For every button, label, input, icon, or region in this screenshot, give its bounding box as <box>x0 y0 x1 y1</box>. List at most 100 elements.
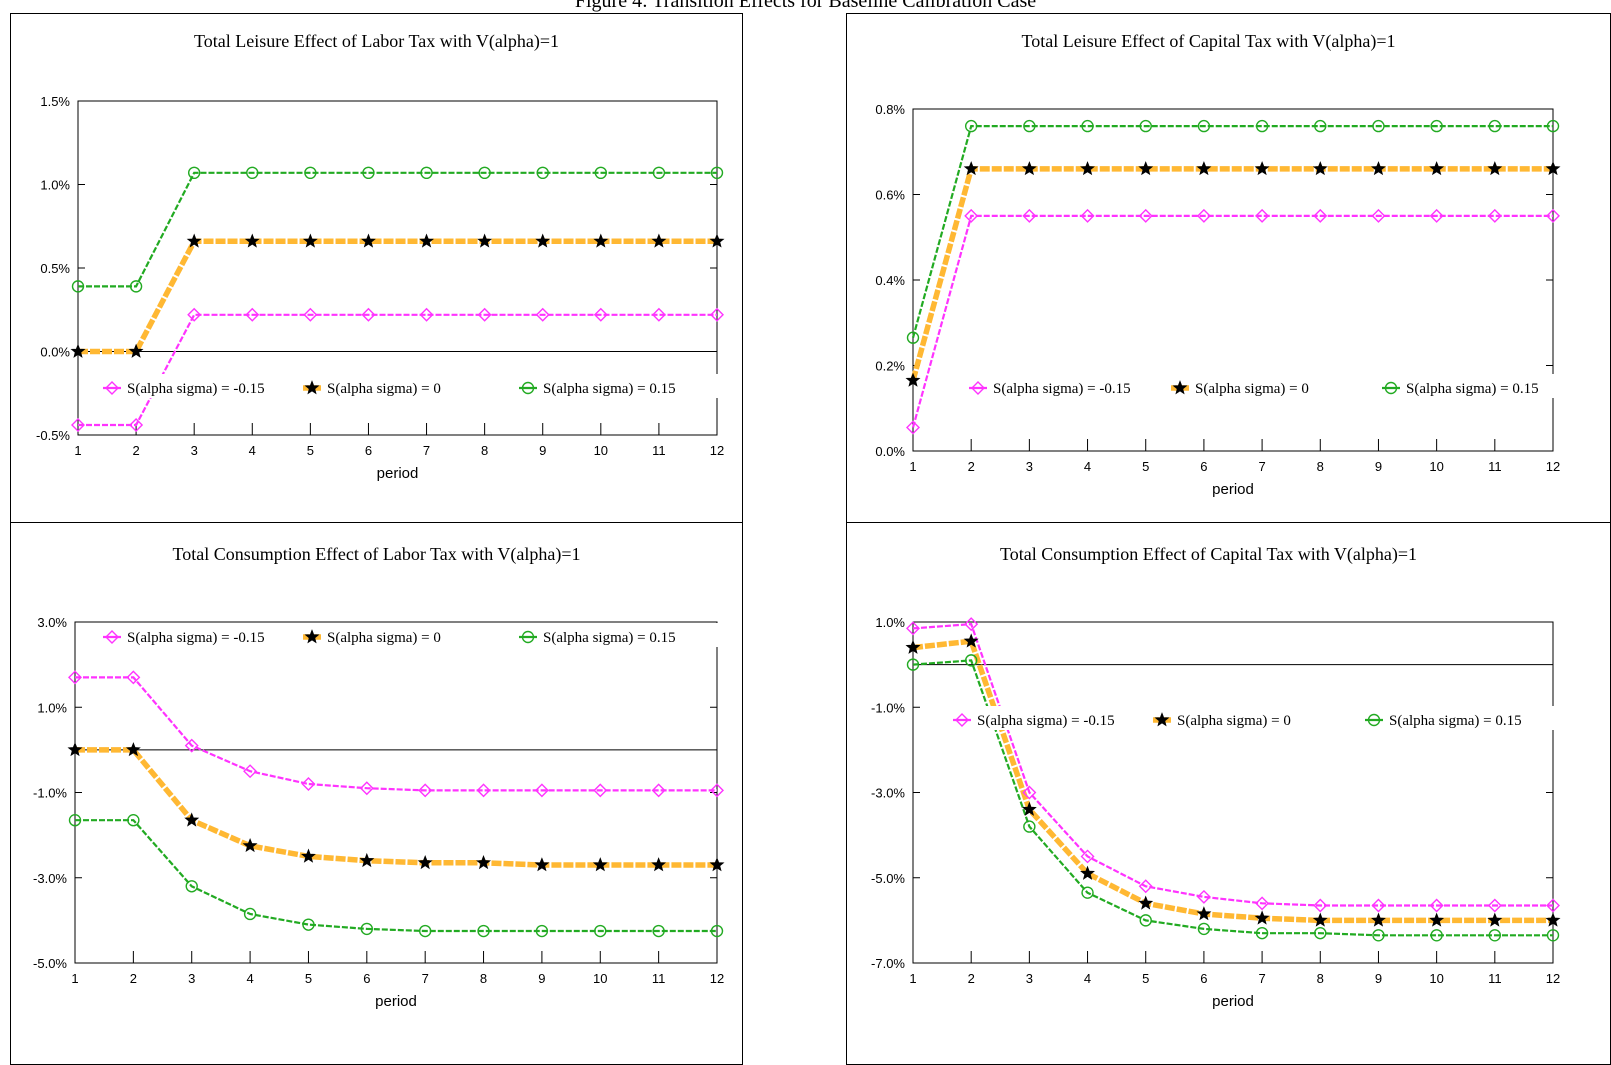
data-point <box>126 670 141 685</box>
x-tick-label: 7 <box>1258 971 1265 986</box>
chart-panel-capital-leisure: Total Leisure Effect of Capital Tax with… <box>846 13 1611 523</box>
chart-title: Total Consumption Effect of Capital Tax … <box>1000 544 1417 565</box>
legend-marker <box>1384 381 1398 395</box>
legend-item-zero: S(alpha sigma) = 0 <box>327 630 441 646</box>
data-point <box>1372 929 1385 942</box>
data-point <box>1545 161 1561 176</box>
data-point <box>242 837 258 853</box>
data-point <box>302 233 318 248</box>
x-tick-label: 10 <box>594 443 608 458</box>
x-tick-label: 11 <box>652 971 666 986</box>
x-axis-label: period <box>377 465 419 482</box>
y-tick-label: -3.0% <box>33 871 67 886</box>
data-point <box>1255 926 1269 940</box>
series-line-1 <box>78 313 717 427</box>
chart-svg: Total Consumption Effect of Capital Tax … <box>871 544 1565 1010</box>
data-point <box>125 742 141 757</box>
plot-area <box>912 621 1554 964</box>
x-tick-label: 2 <box>132 443 139 458</box>
data-point <box>419 307 434 322</box>
chart-panel-labor-consumption: Total Consumption Effect of Labor Tax wi… <box>10 522 743 1065</box>
legend-marker <box>521 630 535 644</box>
data-point <box>129 280 143 293</box>
x-tick-label: 4 <box>1084 971 1091 986</box>
x-tick-label: 1 <box>909 459 916 474</box>
chart-title: Total Leisure Effect of Labor Tax with V… <box>194 31 559 52</box>
y-tick-label: -5.0% <box>871 871 905 886</box>
data-point <box>1430 929 1443 942</box>
data-point <box>1546 898 1560 913</box>
x-tick-label: 5 <box>1142 459 1149 474</box>
data-point <box>651 307 666 322</box>
data-point <box>1138 208 1153 223</box>
x-tick-label: 6 <box>363 971 370 986</box>
data-point <box>651 783 666 798</box>
data-point <box>127 814 140 827</box>
legend-marker <box>1172 380 1188 395</box>
data-point <box>1139 119 1152 133</box>
y-tick-label: 1.0% <box>40 178 70 193</box>
data-point <box>1313 898 1328 913</box>
x-tick-label: 3 <box>1026 971 1033 986</box>
series-line-3 <box>78 171 717 288</box>
data-point <box>1312 161 1328 176</box>
figure-title: Figure 4: Transition Effects for Baselin… <box>574 0 1037 12</box>
legend-background <box>959 374 1582 398</box>
data-point <box>535 307 550 322</box>
data-point <box>1429 912 1445 927</box>
data-point <box>68 670 82 685</box>
data-point <box>1196 906 1212 921</box>
data-point <box>478 166 491 180</box>
data-point <box>1546 208 1560 223</box>
y-tick-label: -7.0% <box>871 956 905 971</box>
data-point <box>963 161 979 176</box>
y-tick-label: -3.0% <box>871 786 905 801</box>
x-tick-label: 2 <box>968 971 975 986</box>
data-point <box>652 166 666 180</box>
data-point <box>1255 119 1269 133</box>
y-tick-label: -0.5% <box>36 428 70 443</box>
x-tick-label: 10 <box>593 971 607 986</box>
x-tick-label: 2 <box>130 971 137 986</box>
y-tick-label: 1.5% <box>40 94 70 109</box>
x-tick-label: 8 <box>481 443 488 458</box>
data-point <box>1196 208 1211 223</box>
legend-item-zero: S(alpha sigma) = 0 <box>1195 381 1309 397</box>
data-point <box>535 233 551 248</box>
data-point <box>1080 865 1096 880</box>
data-point <box>244 233 260 248</box>
y-tick-label: 0.0% <box>875 444 905 459</box>
data-point <box>535 924 549 938</box>
legend-item-pos: S(alpha sigma) = 0.15 <box>543 630 676 646</box>
legend-item-neg: S(alpha sigma) = -0.15 <box>977 713 1115 729</box>
data-point <box>1314 119 1327 133</box>
data-point <box>359 781 374 796</box>
data-point <box>652 924 665 938</box>
y-tick-label: -1.0% <box>33 786 67 801</box>
data-point <box>302 918 315 931</box>
data-point <box>70 343 86 358</box>
legend-marker <box>1367 713 1381 727</box>
chart-panel-capital-consumption: Total Consumption Effect of Capital Tax … <box>846 522 1611 1065</box>
legend: S(alpha sigma) = -0.15 S(alpha sigma) = 0… <box>93 623 719 647</box>
data-point <box>184 738 199 753</box>
legend-marker <box>971 381 985 395</box>
data-point <box>592 857 608 872</box>
legend-marker <box>304 629 320 644</box>
data-point <box>1313 208 1328 223</box>
data-point <box>362 166 375 180</box>
legend-item-neg: S(alpha sigma) = -0.15 <box>127 630 265 646</box>
x-tick-label: 9 <box>1375 971 1382 986</box>
series-line-1 <box>75 676 717 792</box>
data-point <box>906 658 920 671</box>
x-tick-label: 7 <box>1258 459 1265 474</box>
legend-background <box>943 706 1565 730</box>
data-point <box>593 783 608 798</box>
data-point <box>128 343 144 358</box>
y-tick-label: 3.0% <box>37 615 67 630</box>
data-point <box>1371 898 1386 913</box>
data-point <box>1255 208 1270 223</box>
data-point <box>246 166 259 180</box>
data-point <box>476 783 491 798</box>
data-point <box>964 208 979 223</box>
